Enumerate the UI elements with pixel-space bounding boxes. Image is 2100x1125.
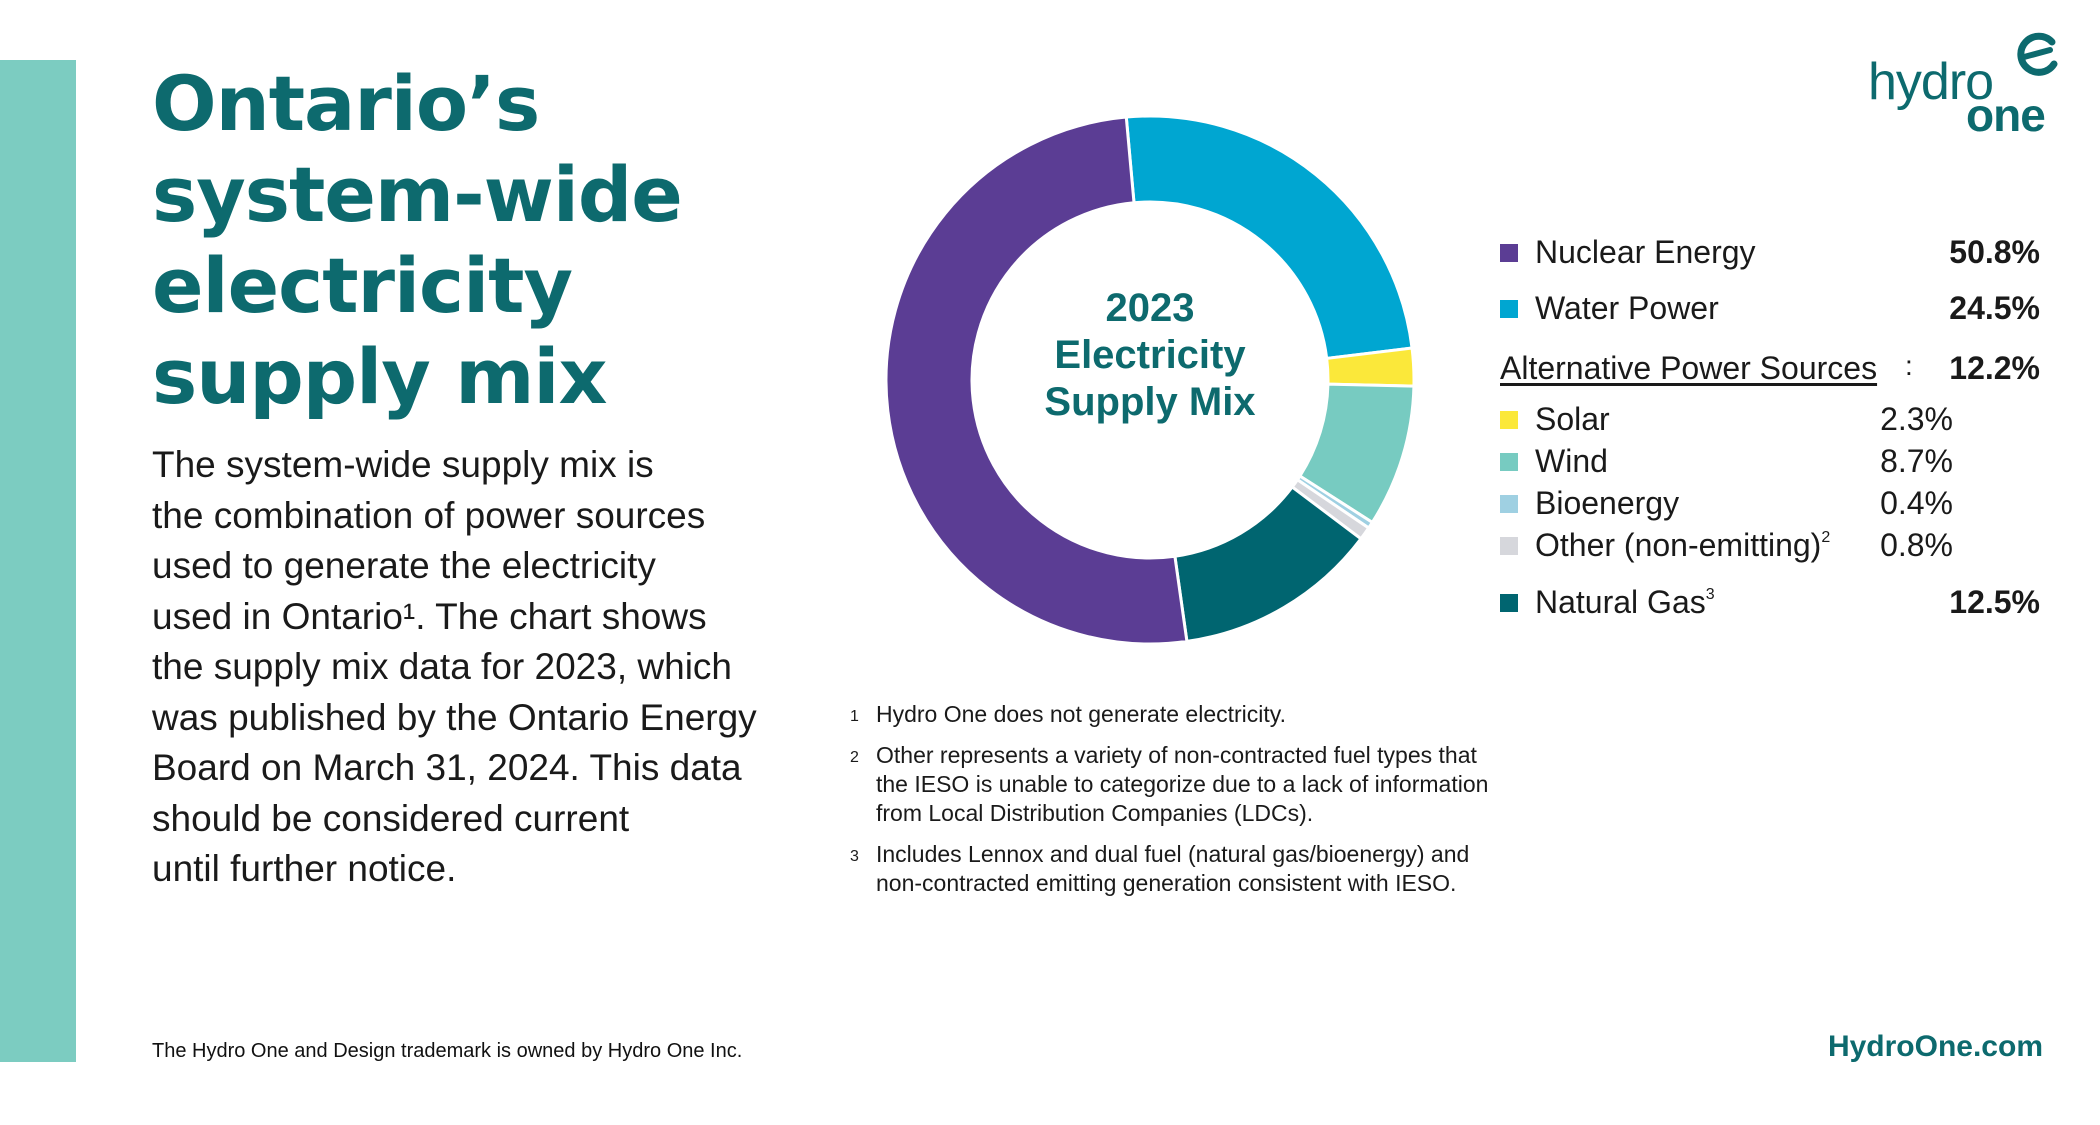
footnote-1-text: Hydro One does not generate electricity. — [876, 701, 1286, 727]
legend-swatch-bioenergy — [1500, 495, 1518, 513]
legend-label-alternative: Alternative Power Sources — [1500, 350, 1878, 386]
logo-word-one: one — [1966, 89, 2046, 141]
legend-swatch-other — [1500, 537, 1518, 555]
legend-row-water: Water Power 24.5% — [1500, 286, 2040, 326]
footnote-ref-3: 3 — [1705, 586, 1715, 603]
legend-row-other: Other (non-emitting)2 0.8% — [1500, 523, 2040, 563]
footnote-2: 2 Other represents a variety of non-cont… — [850, 741, 1490, 828]
legend-value-nuclear: 50.8% — [1949, 234, 2040, 270]
legend-swatch-wind — [1500, 453, 1518, 471]
donut-center-title: 2023 Electricity Supply Mix — [1000, 285, 1300, 426]
legend-value-wind: 8.7% — [1880, 443, 1953, 479]
legend-swatch-gas — [1500, 594, 1518, 612]
legend-row-solar: Solar 2.3% — [1500, 397, 2040, 437]
footnotes: 1 Hydro One does not generate electricit… — [850, 700, 1490, 910]
legend-value-other: 0.8% — [1880, 527, 1953, 563]
donut-slice-water — [1124, 114, 1414, 361]
legend-row-wind: Wind 8.7% — [1500, 439, 2040, 479]
legend-swatch-water — [1500, 300, 1518, 318]
donut-title-line-2: Electricity — [1054, 333, 1246, 377]
legend-value-bioenergy: 0.4% — [1880, 485, 1953, 521]
footnote-1: 1 Hydro One does not generate electricit… — [850, 700, 1490, 729]
hydro-one-logo[interactable]: hydro one — [1860, 30, 2060, 141]
intro-paragraph: The system-wide supply mix is the combin… — [152, 444, 757, 889]
footnote-ref-2: 2 — [1821, 529, 1831, 546]
legend-swatch-solar — [1500, 411, 1518, 429]
legend-label-other-text: Other (non-emitting) — [1535, 527, 1822, 563]
donut-title-line-1: 2023 — [1105, 286, 1195, 330]
logo-swoosh-icon — [2017, 32, 2058, 76]
footnote-1-number: 1 — [850, 708, 859, 725]
legend-value-alternative: 12.2% — [1949, 350, 2040, 386]
legend-label-water: Water Power — [1535, 290, 1719, 326]
legend-row-alternative: Alternative Power Sources: 12.2% — [1500, 346, 2040, 386]
legend-label-nuclear: Nuclear Energy — [1535, 234, 1756, 270]
legend-label-gas: Natural Gas3 — [1535, 584, 1715, 621]
footnote-2-number: 2 — [850, 749, 859, 766]
logo-word-hydro: hydro — [1868, 53, 1994, 111]
footnote-2-text: Other represents a variety of non-contra… — [876, 742, 1489, 826]
legend-swatch-nuclear — [1500, 244, 1518, 262]
donut-title-line-3: Supply Mix — [1044, 380, 1256, 424]
donut-slice-nuclear — [884, 115, 1189, 646]
legend-label-gas-text: Natural Gas — [1535, 584, 1706, 620]
legend-value-solar: 2.3% — [1880, 401, 1953, 437]
footnote-3: 3 Includes Lennox and dual fuel (natural… — [850, 840, 1490, 898]
trademark-notice: The Hydro One and Design trademark is ow… — [152, 1040, 743, 1062]
website-link[interactable]: HydroOne.com — [1827, 1030, 2043, 1063]
side-accent-bar — [0, 60, 76, 1062]
legend-label-solar: Solar — [1535, 401, 1610, 437]
footnote-3-text: Includes Lennox and dual fuel (natural g… — [876, 841, 1470, 896]
page-title: Ontario’s system-wide electricity supply… — [152, 59, 683, 421]
legend-label-bioenergy: Bioenergy — [1535, 485, 1680, 521]
legend-label-wind: Wind — [1535, 443, 1608, 479]
legend-row-bioenergy: Bioenergy 0.4% — [1500, 481, 2040, 521]
supply-mix-donut-chart — [884, 114, 1416, 646]
footnote-3-number: 3 — [850, 848, 859, 865]
legend-row-gas: Natural Gas3 12.5% — [1500, 580, 2040, 620]
legend-alternative-colon: : — [1905, 350, 1913, 381]
legend-value-water: 24.5% — [1949, 290, 2040, 326]
legend-label-other: Other (non-emitting)2 — [1535, 527, 1830, 564]
legend-row-nuclear: Nuclear Energy 50.8% — [1500, 230, 2040, 270]
legend-value-gas: 12.5% — [1949, 584, 2040, 620]
